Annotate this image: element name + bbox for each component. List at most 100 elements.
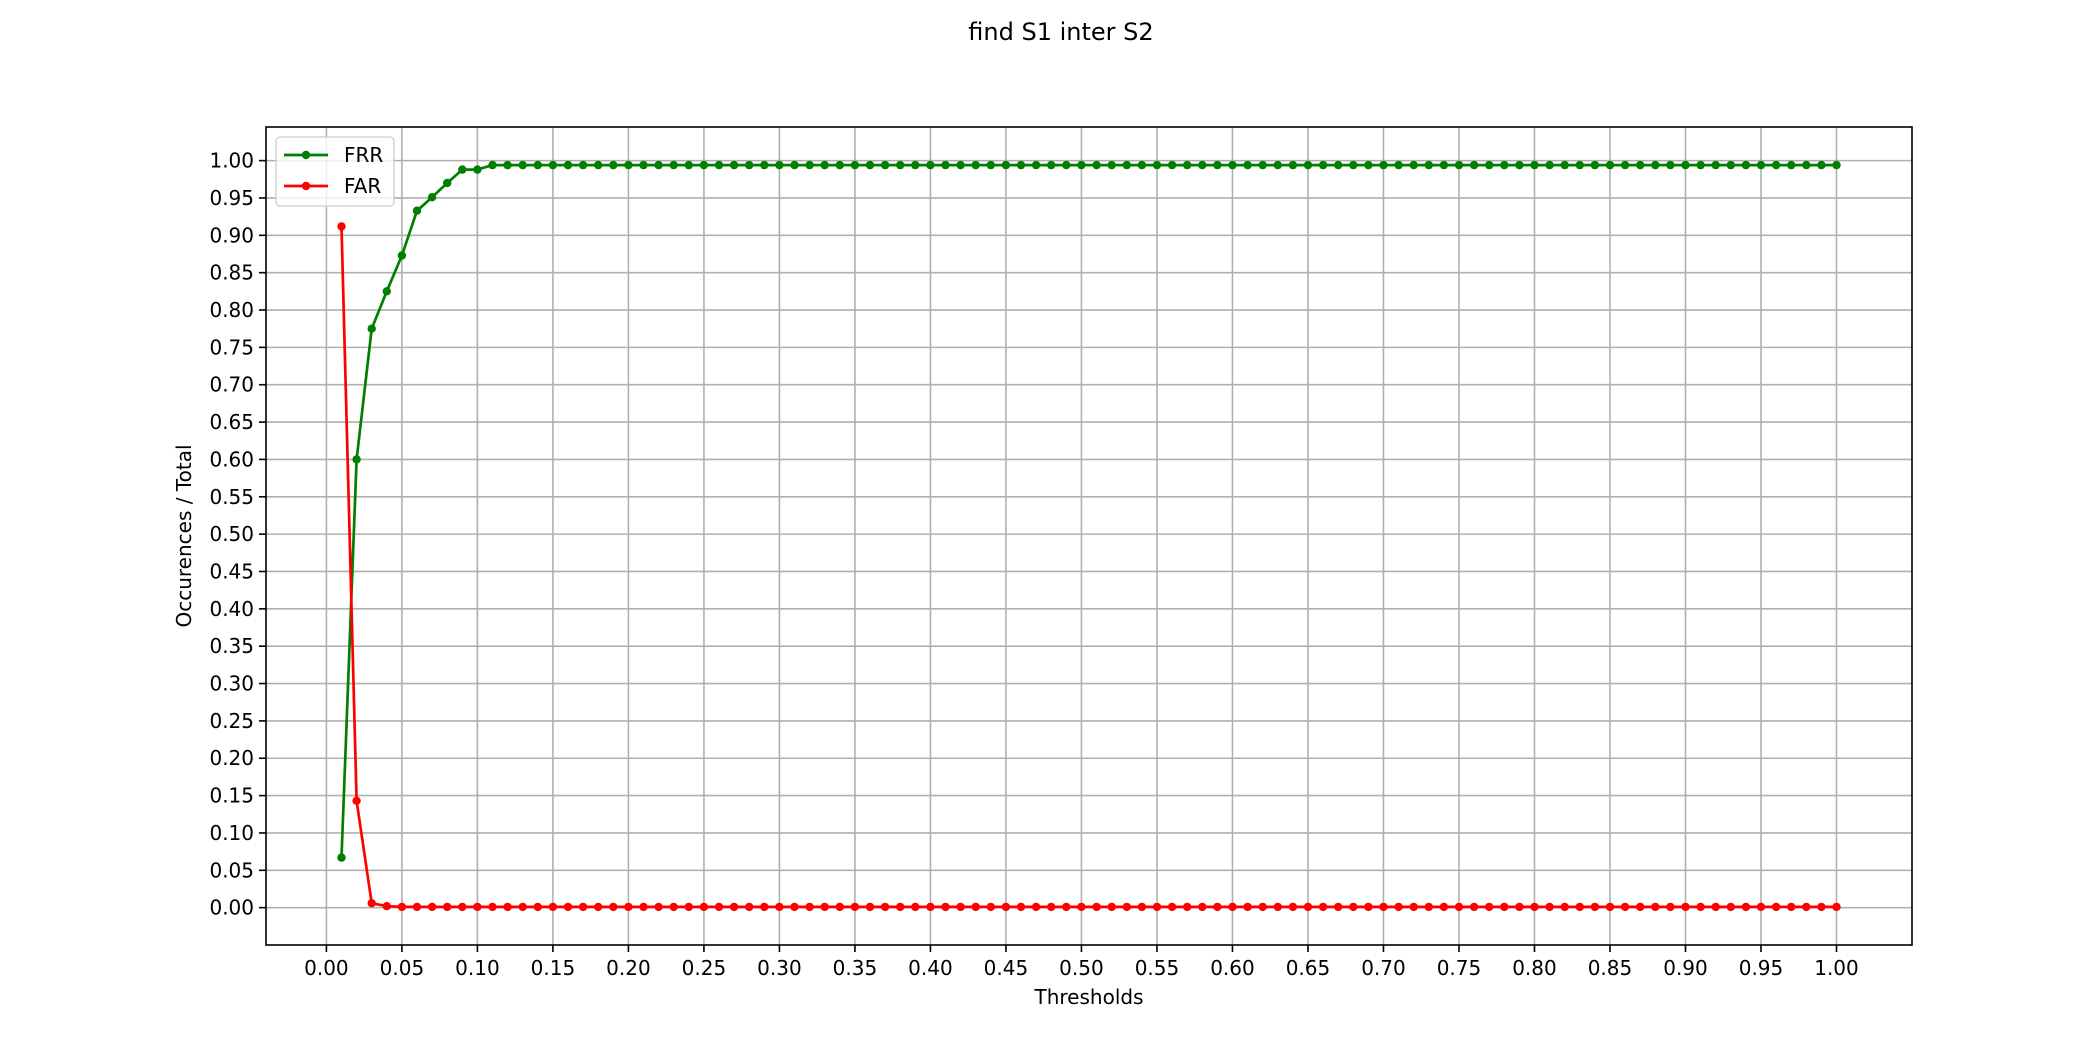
- data-point-far: [1590, 902, 1600, 912]
- data-point-frr: [533, 160, 542, 170]
- data-point-frr: [382, 287, 391, 296]
- data-point-frr: [775, 160, 784, 170]
- data-point-frr: [654, 160, 663, 170]
- data-point-far: [880, 902, 890, 912]
- data-point-far: [1183, 902, 1192, 912]
- data-point-frr: [986, 160, 995, 170]
- data-point-frr: [624, 160, 633, 170]
- data-point-frr: [1031, 160, 1041, 170]
- data-point-far: [1047, 902, 1056, 912]
- data-point-far: [820, 902, 829, 912]
- data-point-frr: [926, 160, 935, 170]
- x-tick-label: 0.05: [380, 956, 425, 980]
- x-tick-label: 0.85: [1588, 956, 1633, 980]
- data-point-far: [850, 902, 860, 912]
- data-point-far: [1167, 902, 1177, 912]
- data-point-frr: [639, 160, 648, 170]
- data-point-far: [624, 902, 633, 912]
- data-point-far: [1288, 902, 1298, 912]
- data-point-far: [911, 902, 920, 912]
- data-point-frr: [1485, 160, 1494, 170]
- x-tick-label: 0.45: [984, 956, 1029, 980]
- data-point-far: [1560, 902, 1569, 912]
- data-point-far: [1152, 902, 1162, 912]
- x-tick-label: 0.80: [1512, 956, 1557, 980]
- data-point-far: [1137, 902, 1147, 912]
- data-point-frr: [594, 160, 603, 170]
- data-point-far: [1092, 902, 1101, 912]
- data-point-frr: [1771, 160, 1781, 170]
- y-tick-label: 1.00: [209, 149, 254, 173]
- y-tick-label: 0.60: [209, 447, 254, 471]
- data-point-far: [1485, 902, 1494, 912]
- data-point-frr: [1605, 160, 1615, 170]
- y-tick-label: 0.80: [209, 298, 254, 322]
- data-point-far: [1771, 902, 1781, 912]
- data-point-far: [729, 902, 739, 912]
- data-point-frr: [1500, 160, 1509, 170]
- x-tick-label: 0.35: [833, 956, 878, 980]
- data-point-frr: [790, 160, 799, 170]
- data-point-frr: [1303, 160, 1313, 170]
- x-tick-label: 0.00: [304, 956, 349, 980]
- data-point-frr: [1802, 160, 1811, 170]
- data-point-far: [1016, 902, 1026, 912]
- data-point-frr: [518, 160, 527, 170]
- y-tick-label: 0.65: [209, 410, 254, 434]
- data-point-far: [805, 902, 814, 912]
- data-point-far: [1318, 902, 1328, 912]
- data-point-frr: [397, 251, 407, 260]
- data-point-far: [956, 902, 965, 912]
- y-tick-label: 0.75: [209, 335, 254, 359]
- data-point-frr: [820, 160, 829, 170]
- x-tick-label: 0.75: [1437, 956, 1482, 980]
- data-point-frr: [473, 165, 482, 174]
- data-point-frr: [1334, 160, 1343, 170]
- data-point-frr: [1409, 160, 1418, 170]
- x-tick-label: 0.20: [606, 956, 651, 980]
- data-point-far: [926, 902, 935, 912]
- data-point-frr: [745, 160, 754, 170]
- legend-far-label: FAR: [344, 174, 381, 198]
- data-point-frr: [1243, 160, 1252, 170]
- data-point-far: [412, 902, 422, 912]
- data-point-frr: [1288, 160, 1298, 170]
- data-point-frr: [1318, 160, 1328, 170]
- data-point-far: [1228, 902, 1237, 912]
- data-point-frr: [609, 160, 618, 170]
- data-point-far: [1258, 902, 1267, 912]
- data-point-frr: [835, 160, 844, 170]
- data-point-frr: [1726, 160, 1736, 170]
- data-point-frr: [563, 160, 573, 170]
- y-tick-label: 0.10: [209, 821, 254, 845]
- data-point-far: [1741, 902, 1751, 912]
- x-tick-label: 0.90: [1663, 956, 1708, 980]
- data-point-far: [941, 902, 950, 912]
- data-point-far: [1213, 902, 1222, 912]
- data-point-frr: [578, 160, 588, 170]
- y-tick-label: 0.40: [209, 597, 254, 621]
- x-tick-label: 0.95: [1739, 956, 1784, 980]
- legend-frr-label: FRR: [344, 143, 383, 167]
- data-point-far: [397, 902, 407, 912]
- data-point-frr: [684, 160, 693, 170]
- data-point-frr: [1152, 160, 1162, 170]
- data-point-far: [1273, 902, 1283, 912]
- data-point-far: [835, 902, 844, 912]
- data-point-far: [639, 902, 648, 912]
- data-point-far: [533, 902, 542, 912]
- x-tick-label: 0.65: [1286, 956, 1331, 980]
- data-point-far: [1681, 902, 1690, 912]
- data-point-far: [1696, 902, 1705, 912]
- data-point-far: [473, 902, 482, 912]
- data-point-far: [1107, 902, 1116, 912]
- data-point-far: [684, 902, 693, 912]
- data-point-frr: [1560, 160, 1569, 170]
- data-point-frr: [1666, 160, 1675, 170]
- series-line-frr: [340, 163, 1837, 858]
- data-point-far: [865, 902, 875, 912]
- data-point-frr: [1213, 160, 1222, 170]
- y-tick-label: 0.45: [209, 559, 254, 583]
- data-point-far: [790, 902, 799, 912]
- data-point-frr: [458, 165, 467, 174]
